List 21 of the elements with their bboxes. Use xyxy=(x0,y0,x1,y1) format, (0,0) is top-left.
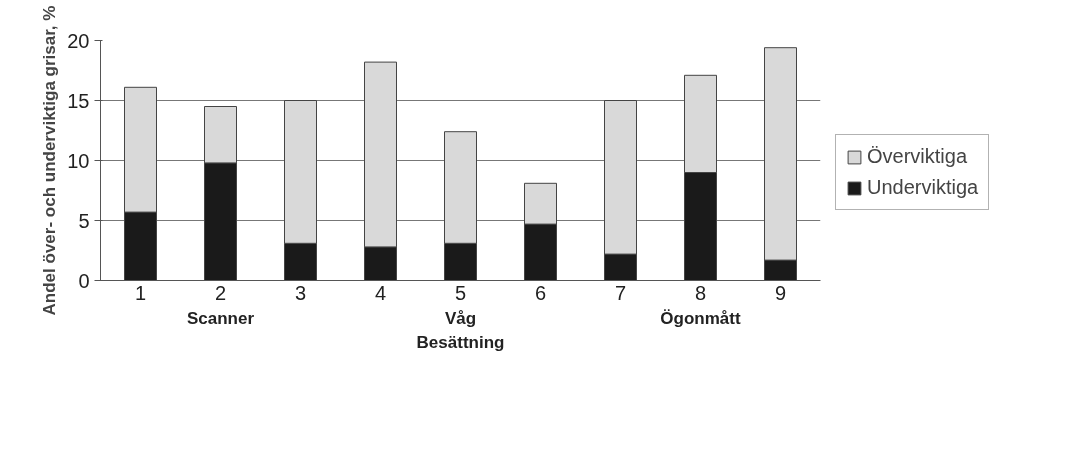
text: Scanner xyxy=(186,308,255,328)
x-tick-label: 8 xyxy=(694,281,707,304)
x-tick-label: 2 xyxy=(214,281,227,304)
x-tick-label: 5 xyxy=(454,281,467,304)
y-tick-label: 5 xyxy=(78,209,90,232)
x-tick-label: 6 xyxy=(534,281,547,304)
x-tick-label: 3 xyxy=(294,281,307,304)
x-tick-label: 9 xyxy=(774,281,787,304)
y-tick-label: 0 xyxy=(78,269,90,292)
y-axis-title: Andel över- och underviktiga grisar, % xyxy=(40,5,60,316)
text: Våg xyxy=(444,308,477,328)
x-tick-label: 7 xyxy=(614,281,627,304)
y-tick-label: 15 xyxy=(67,89,90,112)
x-tick-label: 1 xyxy=(134,281,147,304)
x-tick-label: 4 xyxy=(374,281,387,304)
y-tick-label: 10 xyxy=(67,149,90,172)
text: Ögonmått xyxy=(660,308,741,328)
x-axis-title: Besättning xyxy=(416,332,505,352)
y-tick-label: 20 xyxy=(67,29,90,52)
legend-label: Överviktiga xyxy=(867,145,968,168)
legend-label: Underviktiga xyxy=(867,176,979,199)
